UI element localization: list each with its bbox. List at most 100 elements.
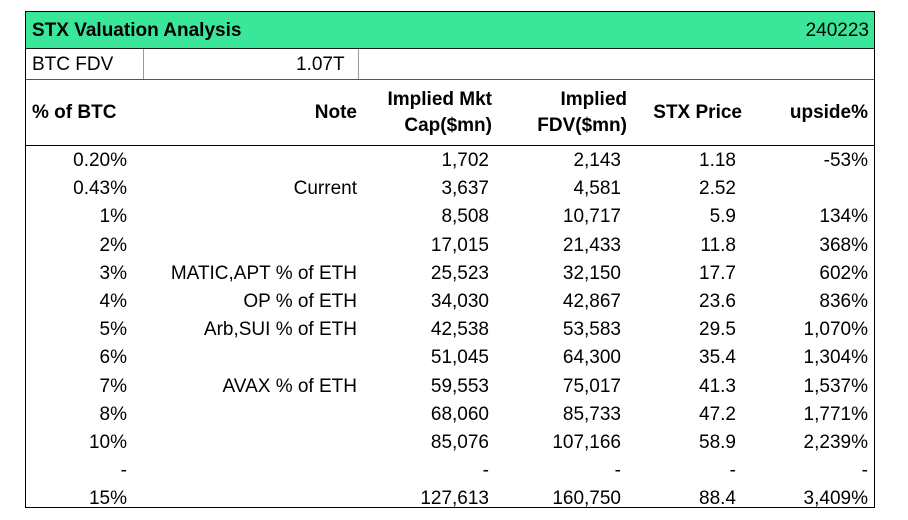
table-row: 1% 8,508 10,717 5.9 134%: [26, 202, 874, 230]
cell-pct: 4%: [99, 290, 127, 312]
cell-pct: -: [120, 460, 127, 482]
cell-note: MATIC,APT % of ETH: [170, 262, 357, 284]
cell-pct: 0.43%: [73, 178, 127, 200]
cell-price: 11.8: [700, 234, 736, 256]
header-upside: upside%: [789, 101, 868, 123]
cell-pct: 6%: [99, 347, 127, 369]
cell-pct: 0.20%: [73, 150, 127, 171]
header-stx-price: STX Price: [653, 101, 742, 123]
cell-price: -: [729, 460, 736, 482]
cell-upside: -: [861, 460, 868, 482]
btc-fdv-label: BTC FDV: [32, 54, 114, 75]
cell-pct: 1%: [99, 206, 127, 228]
cell-price: 41.3: [699, 375, 736, 397]
cell-fdv: 75,017: [562, 375, 621, 397]
cell-upside: 602%: [819, 262, 868, 284]
cell-pct: 5%: [99, 319, 127, 341]
table-row: 2% 17,015 21,433 11.8 368%: [26, 231, 874, 259]
cell-price: 23.6: [699, 290, 736, 312]
cell-fdv: 160,750: [552, 488, 621, 510]
cell-mktcap: 42,538: [430, 319, 489, 341]
table-body: 0.20% 1,702 2,143 1.18 -53% 0.43% Current 3,637…: [26, 146, 874, 512]
header-divider: [26, 145, 874, 146]
cell-fdv: 85,733: [562, 403, 621, 425]
cell-mktcap: 68,060: [430, 403, 489, 425]
cell-mktcap: 127,613: [420, 488, 489, 510]
cell-mktcap: 3,637: [441, 178, 489, 200]
cell-price: 47.2: [699, 403, 736, 425]
cell-upside: 2,239%: [803, 431, 868, 453]
cell-upside: 1,070%: [803, 319, 868, 341]
cell-note: AVAX % of ETH: [222, 375, 357, 397]
cell-upside: 1,537%: [803, 375, 868, 397]
cell-mktcap: 17,015: [430, 234, 489, 256]
cell-upside: 3,409%: [803, 488, 868, 510]
cell-fdv: -: [614, 460, 621, 482]
header-implied-mkt-cap: Implied Mkt Cap($mn): [387, 88, 492, 136]
table-title: STX Valuation Analysis: [32, 20, 242, 41]
cell-fdv: 32,150: [562, 262, 621, 284]
table-row: 4% OP % of ETH 34,030 42,867 23.6 836%: [26, 287, 874, 315]
btc-fdv-row: BTC FDV 1.07T: [26, 49, 874, 79]
table-row: 7% AVAX % of ETH 59,553 75,017 41.3 1,537%: [26, 372, 874, 400]
table-row: -----: [26, 456, 874, 484]
table-date: 240223: [805, 20, 869, 41]
cell-price: 1.18: [699, 150, 736, 171]
cell-note: OP % of ETH: [243, 290, 357, 312]
title-bar: STX Valuation Analysis 240223: [26, 12, 874, 49]
table-row: 3% MATIC,APT % of ETH 25,523 32,150 17.7 602%: [26, 259, 874, 287]
cell-upside: 1,304%: [803, 347, 868, 369]
cell-fdv: 10,717: [562, 206, 621, 228]
cell-mktcap: 8,508: [441, 206, 489, 228]
cell-price: 58.9: [699, 431, 736, 453]
table-row: 0.20% 1,702 2,143 1.18 -53%: [26, 146, 874, 174]
cell-upside: 368%: [819, 234, 868, 256]
cell-upside: -53%: [823, 150, 868, 171]
table-row: 8% 68,060 85,733 47.2 1,771%: [26, 400, 874, 428]
cell-mktcap: 85,076: [430, 431, 489, 453]
cell-divider: [143, 49, 144, 79]
cell-mktcap: -: [482, 460, 489, 482]
cell-note: Current: [293, 178, 357, 200]
cell-upside: 1,771%: [803, 403, 868, 425]
cell-fdv: 64,300: [562, 347, 621, 369]
cell-upside: 836%: [819, 290, 868, 312]
cell-upside: 134%: [819, 206, 868, 228]
cell-pct: 10%: [88, 431, 127, 453]
cell-mktcap: 34,030: [430, 290, 489, 312]
cell-price: 35.4: [699, 347, 736, 369]
cell-price: 5.9: [709, 206, 736, 228]
cell-price: 29.5: [699, 319, 736, 341]
cell-mktcap: 1,702: [441, 150, 489, 171]
header-note: Note: [314, 101, 357, 123]
cell-mktcap: 59,553: [430, 375, 489, 397]
cell-divider: [358, 49, 359, 79]
table-row: 5% Arb,SUI % of ETH 42,538 53,583 29.5 1,070%: [26, 315, 874, 343]
header-pct-of-btc: % of BTC: [32, 101, 117, 123]
cell-fdv: 42,867: [562, 290, 621, 312]
cell-price: 17.7: [699, 262, 736, 284]
row-divider: [26, 79, 874, 80]
table-row: 0.43% Current 3,637 4,581 2.52: [26, 174, 874, 202]
cell-price: 88.4: [699, 488, 736, 510]
cell-fdv: 107,166: [552, 431, 621, 453]
cell-fdv: 53,583: [562, 319, 621, 341]
cell-mktcap: 25,523: [430, 262, 489, 284]
cell-pct: 7%: [99, 375, 127, 397]
cell-pct: 15%: [88, 488, 127, 510]
btc-fdv-value: 1.07T: [296, 54, 345, 75]
cell-price: 2.52: [699, 178, 736, 200]
table-row: 10% 85,076 107,166 58.9 2,239%: [26, 428, 874, 456]
table-row: 15% 127,613 160,750 88.4 3,409%: [26, 484, 874, 512]
cell-note: Arb,SUI % of ETH: [203, 319, 357, 341]
table-row: 6% 51,045 64,300 35.4 1,304%: [26, 343, 874, 371]
header-implied-fdv: Implied FDV($mn): [537, 88, 627, 136]
cell-pct: 3%: [99, 262, 127, 284]
cell-fdv: 4,581: [573, 178, 621, 200]
cell-pct: 2%: [99, 234, 127, 256]
cell-fdv: 21,433: [562, 234, 621, 256]
valuation-table: STX Valuation Analysis 240223 BTC FDV 1.…: [25, 11, 875, 509]
cell-mktcap: 51,045: [430, 347, 489, 369]
cell-fdv: 2,143: [573, 150, 621, 171]
cell-pct: 8%: [99, 403, 127, 425]
